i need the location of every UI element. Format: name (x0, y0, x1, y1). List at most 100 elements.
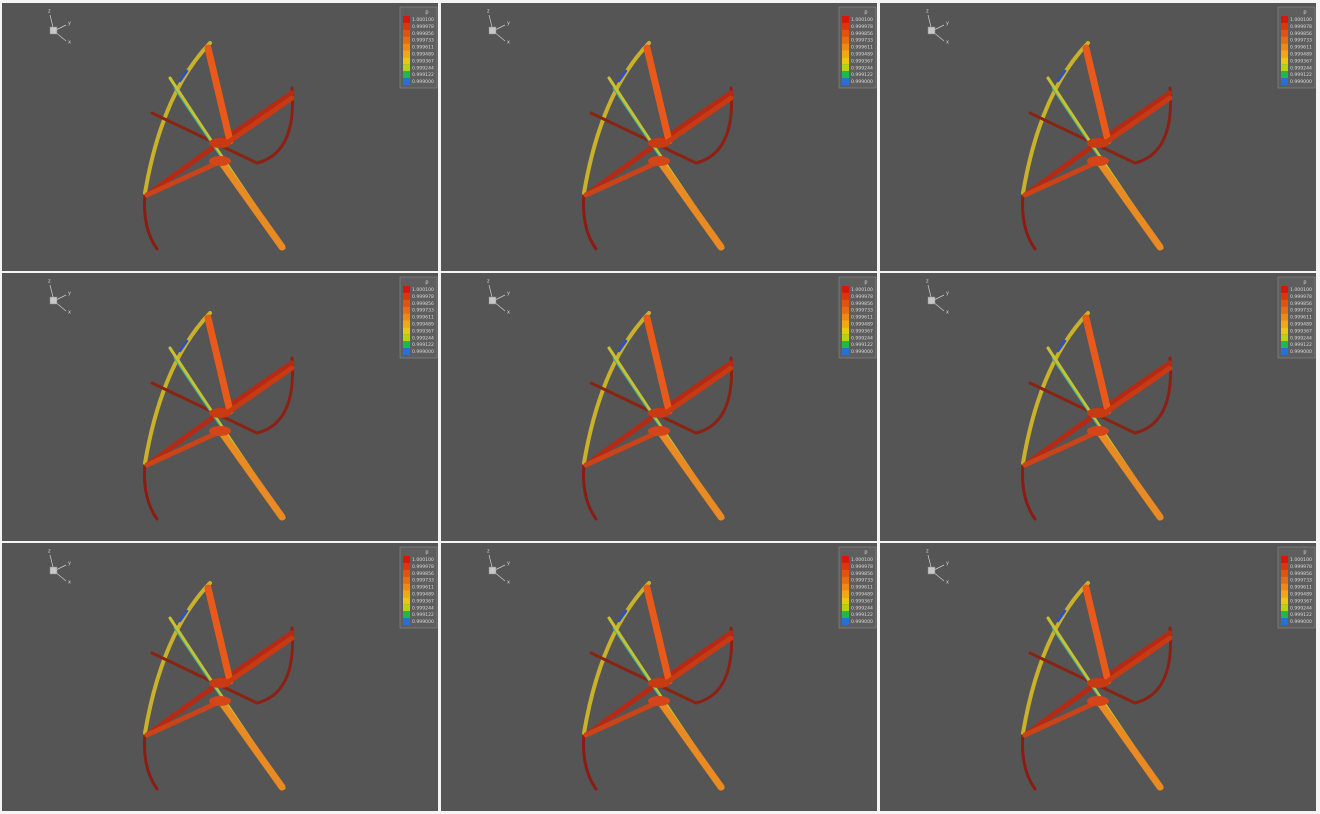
legend-label: 0.999367 (412, 328, 434, 334)
legend-label: 0.999856 (412, 571, 434, 577)
render-panel: zyxp1.0001000.9999780.9998560.9997330.99… (441, 543, 877, 811)
render-panel: zyxp1.0001000.9999780.9998560.9997330.99… (880, 543, 1316, 811)
axis-cube (489, 27, 496, 34)
legend-swatch (403, 64, 410, 71)
legend-swatch (1281, 348, 1288, 355)
axis-label: z (48, 549, 51, 555)
legend-label: 0.999122 (1290, 612, 1312, 618)
legend-label: 0.999611 (851, 585, 873, 591)
legend-label: 1.000100 (412, 557, 434, 563)
hub-bottom (648, 696, 670, 706)
axis-label: y (507, 291, 510, 297)
axis-cube (928, 297, 935, 304)
legend-swatch (842, 64, 849, 71)
legend-label: 0.999000 (1290, 619, 1312, 625)
legend-swatch (1281, 71, 1288, 78)
legend-swatch (403, 78, 410, 85)
render-panel: zyxp1.0001000.9999780.9998560.9997330.99… (2, 543, 438, 811)
legend-label: 0.999367 (851, 58, 873, 64)
legend-swatch (1281, 321, 1288, 328)
legend-swatch (403, 563, 410, 570)
color-legend: p1.0001000.9999780.9998560.9997330.99961… (400, 547, 437, 628)
legend-swatch (1281, 618, 1288, 625)
legend-label: 0.999122 (851, 612, 873, 618)
legend-swatch (842, 314, 849, 321)
legend-label: 0.999856 (851, 31, 873, 37)
axis-label: z (487, 279, 490, 285)
legend-label: 0.999978 (412, 24, 434, 30)
render-panel: zyxp1.0001000.9999780.9998560.9997330.99… (880, 273, 1316, 541)
legend-swatch (403, 314, 410, 321)
legend-swatch (403, 584, 410, 591)
legend-swatch (403, 611, 410, 618)
legend-label: 1.000100 (412, 17, 434, 23)
color-legend: p1.0001000.9999780.9998560.9997330.99961… (1278, 277, 1315, 358)
legend-label: 0.999122 (412, 342, 434, 348)
legend-swatch (403, 556, 410, 563)
legend-swatch (842, 30, 849, 37)
legend-label: 0.999367 (851, 328, 873, 334)
legend-label: 0.999000 (412, 349, 434, 355)
axis-label: z (48, 279, 51, 285)
legend-title: p (864, 10, 867, 16)
hub-bottom (1087, 426, 1109, 436)
render-panel: zyxp1.0001000.9999780.9998560.9997330.99… (441, 3, 877, 271)
legend-swatch (1281, 64, 1288, 71)
legend-label: 0.999244 (1290, 605, 1312, 611)
axis-cube (928, 27, 935, 34)
legend-label: 0.999122 (1290, 342, 1312, 348)
legend-label: 0.999244 (851, 335, 873, 341)
legend-swatch (842, 327, 849, 334)
legend-label: 0.999244 (851, 65, 873, 71)
legend-swatch (1281, 314, 1288, 321)
legend-swatch (842, 584, 849, 591)
legend-label: 0.999122 (851, 72, 873, 78)
legend-swatch (842, 334, 849, 341)
render-panel: zyxp1.0001000.9999780.9998560.9997330.99… (2, 273, 438, 541)
legend-swatch (403, 44, 410, 51)
legend-swatch (1281, 37, 1288, 44)
legend-title: p (425, 280, 428, 286)
legend-label: 0.999244 (412, 605, 434, 611)
legend-label: 0.999244 (1290, 335, 1312, 341)
legend-label: 1.000100 (851, 287, 873, 293)
legend-swatch (1281, 591, 1288, 598)
axis-cube (489, 297, 496, 304)
legend-swatch (842, 604, 849, 611)
legend-swatch (842, 321, 849, 328)
legend-label: 0.999856 (1290, 571, 1312, 577)
legend-label: 0.999856 (851, 571, 873, 577)
legend-swatch (403, 307, 410, 314)
legend-label: 0.999367 (1290, 58, 1312, 64)
legend-swatch (403, 16, 410, 23)
legend-swatch (403, 51, 410, 58)
axis-label: x (946, 580, 949, 586)
axis-cube (489, 567, 496, 574)
hub-bottom (648, 426, 670, 436)
legend-label: 0.999367 (851, 598, 873, 604)
axis-label: x (68, 310, 71, 316)
axis-label: x (507, 580, 510, 586)
viewport-grid: zyxp1.0001000.9999780.9998560.9997330.99… (0, 0, 1320, 814)
color-legend: p1.0001000.9999780.9998560.9997330.99961… (839, 7, 876, 88)
legend-swatch (842, 591, 849, 598)
axis-label: x (946, 40, 949, 46)
legend-label: 0.999856 (851, 301, 873, 307)
legend-label: 0.999978 (1290, 24, 1312, 30)
legend-label: 0.999122 (412, 72, 434, 78)
axis-label: x (68, 40, 71, 46)
legend-label: 0.999611 (1290, 585, 1312, 591)
legend-label: 0.999611 (412, 45, 434, 51)
legend-swatch (403, 570, 410, 577)
legend-label: 0.999000 (1290, 349, 1312, 355)
legend-label: 0.999122 (412, 612, 434, 618)
legend-swatch (842, 556, 849, 563)
render-panel: zyxp1.0001000.9999780.9998560.9997330.99… (880, 3, 1316, 271)
legend-label: 0.999733 (1290, 38, 1312, 44)
legend-label: 0.999489 (412, 592, 434, 598)
legend-label: 0.999489 (1290, 52, 1312, 58)
legend-swatch (1281, 300, 1288, 307)
axis-label: y (946, 21, 949, 27)
legend-label: 0.999244 (412, 335, 434, 341)
legend-label: 0.999611 (1290, 315, 1312, 321)
